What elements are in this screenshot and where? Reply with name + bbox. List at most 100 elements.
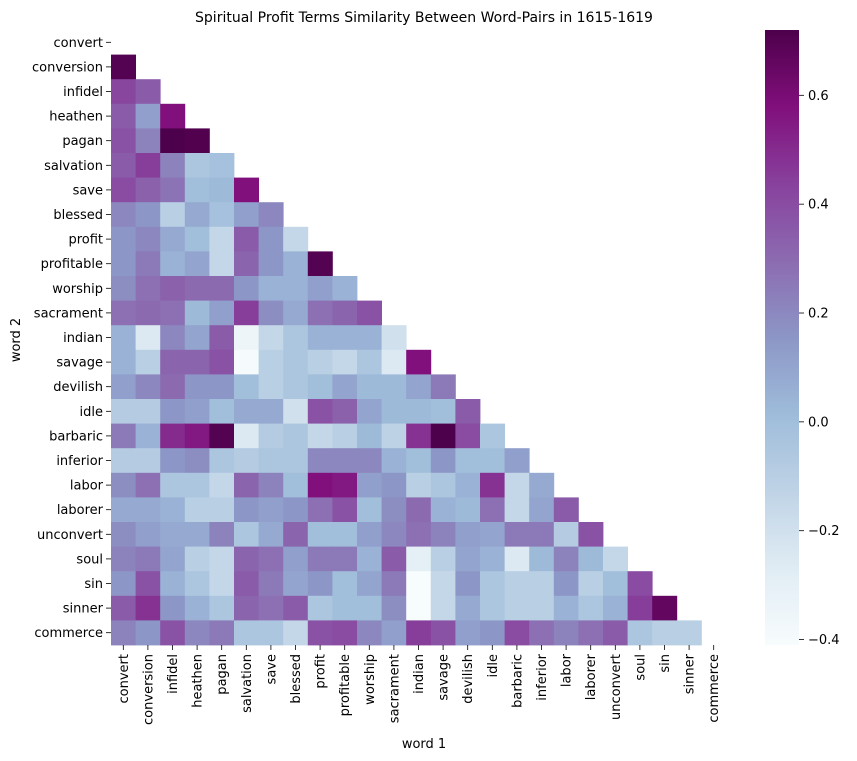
heatmap-cell bbox=[504, 472, 530, 498]
heatmap-cell bbox=[184, 153, 210, 178]
heatmap-cell bbox=[357, 571, 382, 597]
heatmap-cell bbox=[234, 595, 259, 621]
heatmap-cell bbox=[135, 546, 161, 572]
heatmap-cell bbox=[553, 497, 579, 523]
heatmap-cell bbox=[455, 522, 481, 547]
heatmap-cell bbox=[234, 325, 259, 351]
heatmap-cell bbox=[258, 620, 284, 646]
heatmap-cell bbox=[480, 595, 505, 621]
heatmap-cell bbox=[258, 546, 284, 572]
heatmap-cell bbox=[209, 276, 235, 301]
heatmap-cell bbox=[381, 423, 407, 449]
heatmap-cell bbox=[406, 497, 432, 523]
x-tick-label: commerce bbox=[707, 654, 722, 723]
heatmap-cell bbox=[111, 153, 136, 178]
heatmap-cell bbox=[258, 349, 284, 375]
heatmap-cell bbox=[160, 497, 186, 523]
heatmap-cell bbox=[332, 595, 358, 621]
heatmap-cell bbox=[480, 497, 505, 523]
heatmap-cell bbox=[111, 177, 136, 203]
heatmap-cell bbox=[430, 497, 456, 523]
heatmap-cell bbox=[184, 595, 210, 621]
x-tick-label: idle bbox=[486, 654, 501, 677]
heatmap-cell bbox=[283, 349, 309, 375]
heatmap-cell bbox=[160, 571, 186, 597]
colorbar-ticks: −0.4 −0.2 0.0 0.2 0.4 0.6 bbox=[799, 89, 840, 648]
heatmap-cell bbox=[381, 620, 407, 646]
heatmap-cell bbox=[578, 571, 604, 597]
heatmap-cell bbox=[504, 522, 530, 547]
heatmap-cell bbox=[184, 571, 210, 597]
heatmap-cell bbox=[234, 349, 259, 375]
heatmap-cell bbox=[283, 522, 309, 547]
heatmap-cell bbox=[111, 226, 136, 252]
heatmap-cells bbox=[111, 54, 702, 646]
heatmap-cell bbox=[283, 423, 309, 449]
heatmap-cell bbox=[111, 325, 136, 351]
heatmap-cell bbox=[160, 300, 186, 326]
heatmap-cell bbox=[406, 399, 432, 424]
heatmap-cell bbox=[135, 202, 161, 228]
heatmap-cell bbox=[135, 472, 161, 498]
heatmap-cell bbox=[184, 325, 210, 351]
heatmap-cell bbox=[381, 399, 407, 424]
heatmap-cell bbox=[504, 448, 530, 474]
heatmap-cell bbox=[603, 546, 628, 572]
heatmap-cell bbox=[627, 620, 653, 646]
heatmap-cell bbox=[307, 423, 333, 449]
heatmap-cell bbox=[135, 571, 161, 597]
heatmap-cell bbox=[160, 448, 186, 474]
x-tick-label: infidel bbox=[166, 654, 181, 694]
x-tick-label: devilish bbox=[461, 654, 476, 704]
heatmap-cell bbox=[480, 571, 505, 597]
heatmap-cell bbox=[357, 349, 382, 375]
heatmap-cell bbox=[135, 300, 161, 326]
heatmap-cell bbox=[406, 423, 432, 449]
heatmap-cell bbox=[135, 374, 161, 400]
heatmap-cell bbox=[381, 546, 407, 572]
heatmap-cell bbox=[258, 522, 284, 547]
heatmap-cell bbox=[160, 374, 186, 400]
heatmap-cell bbox=[357, 620, 382, 646]
heatmap-cell bbox=[430, 399, 456, 424]
x-tick-label: profitable bbox=[338, 654, 353, 716]
heatmap-cell bbox=[135, 79, 161, 105]
heatmap-cell bbox=[578, 595, 604, 621]
heatmap-cell bbox=[578, 546, 604, 572]
y-tick-label: commerce bbox=[34, 626, 103, 641]
heatmap-cell bbox=[135, 423, 161, 449]
heatmap-cell bbox=[357, 399, 382, 424]
heatmap-cell bbox=[406, 374, 432, 400]
heatmap-cell bbox=[553, 522, 579, 547]
heatmap-cell bbox=[529, 522, 555, 547]
y-axis-label: word 2 bbox=[9, 318, 24, 362]
heatmap-cell bbox=[234, 472, 259, 498]
heatmap-cell bbox=[455, 595, 481, 621]
heatmap-cell bbox=[307, 472, 333, 498]
heatmap-cell bbox=[430, 595, 456, 621]
x-tick-label: indian bbox=[412, 654, 427, 694]
heatmap-cell bbox=[283, 276, 309, 301]
heatmap-cell bbox=[184, 472, 210, 498]
y-tick-label: soul bbox=[76, 552, 103, 567]
y-tick-label: infidel bbox=[63, 85, 103, 100]
heatmap-cell bbox=[258, 325, 284, 351]
heatmap-cell bbox=[135, 497, 161, 523]
heatmap-cell bbox=[111, 472, 136, 498]
heatmap-cell bbox=[111, 251, 136, 277]
heatmap-cell bbox=[283, 448, 309, 474]
x-tick-label: barbaric bbox=[510, 654, 525, 708]
heatmap-cell bbox=[553, 571, 579, 597]
heatmap-cell bbox=[627, 571, 653, 597]
heatmap-cell bbox=[184, 300, 210, 326]
heatmap-cell bbox=[209, 497, 235, 523]
heatmap-cell bbox=[455, 423, 481, 449]
heatmap-cell bbox=[529, 472, 555, 498]
heatmap-cell bbox=[184, 251, 210, 277]
y-tick-label: salvation bbox=[44, 159, 103, 174]
heatmap-cell bbox=[258, 251, 284, 277]
heatmap-cell bbox=[406, 620, 432, 646]
x-tick-label: pagan bbox=[215, 654, 230, 695]
x-tick-label: inferior bbox=[535, 653, 550, 700]
y-tick-label: devilish bbox=[53, 380, 103, 395]
